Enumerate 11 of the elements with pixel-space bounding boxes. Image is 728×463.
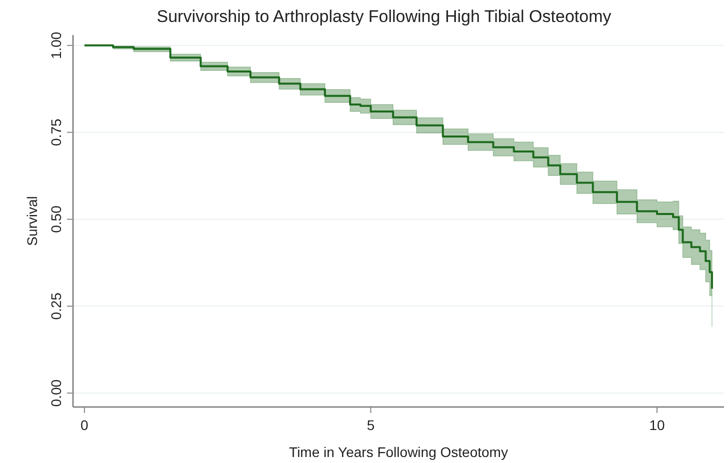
x-axis-title: Time in Years Following Osteotomy <box>289 444 508 460</box>
y-tick-label: 0.00 <box>48 379 64 407</box>
chart-title: Survivorship to Arthroplasty Following High Tibial Osteotomy <box>156 7 612 26</box>
y-tick-label: 0.75 <box>48 118 64 146</box>
x-tick-label: 10 <box>649 417 666 433</box>
y-tick-label: 0.50 <box>48 205 64 233</box>
x-tick-label: 5 <box>366 417 375 433</box>
x-tick-label: 0 <box>80 417 89 433</box>
y-axis-title: Survival <box>24 196 40 246</box>
y-tick-label: 0.25 <box>48 292 64 320</box>
y-tick-label: 1.00 <box>48 32 64 60</box>
